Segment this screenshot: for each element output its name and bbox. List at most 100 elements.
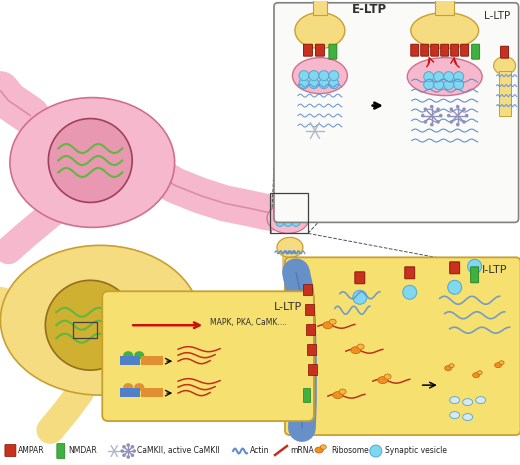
Circle shape	[421, 114, 424, 117]
FancyBboxPatch shape	[411, 44, 419, 56]
FancyBboxPatch shape	[472, 44, 479, 59]
Ellipse shape	[473, 372, 479, 378]
Text: CaMKII, active CaMKII: CaMKII, active CaMKII	[137, 445, 220, 454]
Ellipse shape	[123, 351, 133, 359]
Ellipse shape	[1, 246, 200, 395]
Circle shape	[456, 123, 460, 126]
Circle shape	[370, 445, 382, 457]
Bar	[120, 388, 140, 397]
Circle shape	[430, 105, 434, 108]
Text: L-LTP: L-LTP	[485, 11, 511, 21]
Ellipse shape	[351, 347, 361, 354]
Ellipse shape	[295, 13, 345, 48]
Circle shape	[299, 71, 309, 80]
Ellipse shape	[407, 58, 482, 96]
Circle shape	[424, 107, 427, 111]
Bar	[141, 356, 163, 365]
Ellipse shape	[477, 371, 482, 374]
Ellipse shape	[123, 383, 133, 391]
FancyBboxPatch shape	[461, 44, 469, 56]
Ellipse shape	[450, 412, 460, 418]
Circle shape	[462, 107, 466, 111]
Circle shape	[444, 80, 453, 90]
Circle shape	[292, 219, 300, 226]
Ellipse shape	[339, 389, 346, 394]
Circle shape	[453, 80, 464, 90]
Ellipse shape	[384, 374, 391, 379]
Circle shape	[434, 72, 444, 82]
FancyBboxPatch shape	[421, 44, 428, 56]
Ellipse shape	[378, 377, 387, 384]
Ellipse shape	[267, 203, 309, 233]
Ellipse shape	[329, 319, 336, 325]
Bar	[435, 0, 454, 14]
Text: Ribosome: Ribosome	[331, 445, 369, 454]
Circle shape	[467, 259, 482, 273]
FancyBboxPatch shape	[431, 44, 439, 56]
Circle shape	[462, 120, 466, 124]
Bar	[141, 388, 163, 397]
Ellipse shape	[493, 57, 516, 75]
Circle shape	[284, 211, 292, 219]
Ellipse shape	[411, 13, 478, 48]
Circle shape	[131, 453, 134, 457]
FancyBboxPatch shape	[355, 272, 365, 284]
Ellipse shape	[357, 344, 364, 349]
Ellipse shape	[292, 58, 347, 93]
Ellipse shape	[333, 392, 343, 399]
Ellipse shape	[450, 397, 460, 404]
Ellipse shape	[10, 98, 175, 227]
Circle shape	[456, 105, 460, 108]
Circle shape	[319, 71, 329, 80]
Circle shape	[48, 119, 132, 202]
Bar	[303, 284, 312, 295]
Text: mRNA: mRNA	[290, 445, 314, 454]
Bar	[120, 356, 140, 365]
Text: I-LTP: I-LTP	[482, 266, 508, 275]
Circle shape	[329, 71, 339, 80]
Circle shape	[444, 72, 453, 82]
Circle shape	[403, 286, 417, 299]
Circle shape	[284, 219, 292, 226]
Ellipse shape	[476, 397, 486, 404]
Circle shape	[126, 443, 130, 447]
Ellipse shape	[463, 399, 473, 405]
FancyBboxPatch shape	[304, 44, 313, 56]
Ellipse shape	[449, 364, 454, 367]
FancyBboxPatch shape	[451, 44, 459, 56]
Text: NMDAR: NMDAR	[68, 445, 97, 454]
Circle shape	[448, 280, 462, 294]
Circle shape	[449, 120, 453, 124]
Circle shape	[424, 120, 427, 124]
Text: Synaptic vesicle: Synaptic vesicle	[385, 445, 447, 454]
Circle shape	[434, 80, 444, 90]
Ellipse shape	[495, 363, 502, 368]
Circle shape	[133, 449, 136, 453]
FancyBboxPatch shape	[57, 444, 65, 458]
Circle shape	[276, 211, 284, 219]
FancyBboxPatch shape	[283, 247, 297, 269]
Ellipse shape	[323, 322, 333, 329]
Ellipse shape	[445, 365, 452, 371]
Ellipse shape	[463, 413, 473, 420]
FancyBboxPatch shape	[405, 267, 415, 279]
Circle shape	[292, 211, 300, 219]
Circle shape	[439, 114, 443, 117]
Circle shape	[309, 71, 319, 80]
Ellipse shape	[134, 351, 144, 359]
Bar	[303, 388, 310, 402]
FancyBboxPatch shape	[450, 262, 460, 274]
Circle shape	[122, 445, 126, 449]
Circle shape	[121, 449, 124, 453]
Circle shape	[436, 107, 440, 111]
Circle shape	[453, 72, 464, 82]
Circle shape	[309, 79, 319, 89]
FancyBboxPatch shape	[471, 267, 478, 283]
Ellipse shape	[499, 361, 504, 365]
Ellipse shape	[134, 383, 144, 391]
Bar	[307, 344, 316, 355]
Circle shape	[449, 107, 453, 111]
FancyBboxPatch shape	[501, 46, 509, 58]
Circle shape	[436, 120, 440, 124]
Circle shape	[353, 290, 367, 304]
